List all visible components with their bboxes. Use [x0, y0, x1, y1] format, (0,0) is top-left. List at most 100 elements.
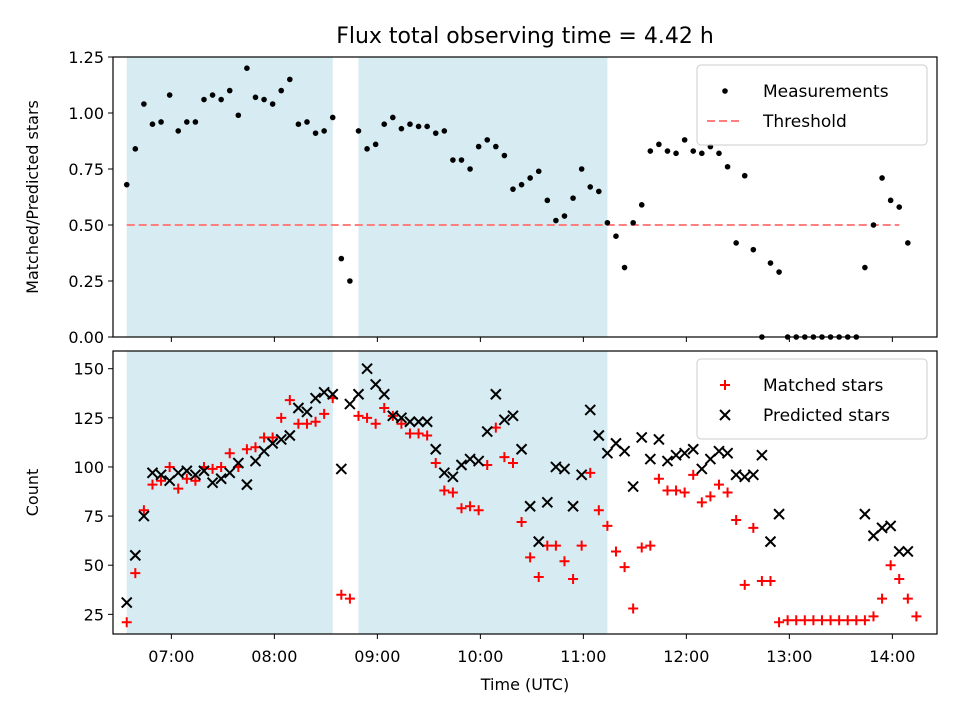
legend-label: Predicted stars [763, 406, 890, 426]
measurement-point [518, 181, 525, 188]
predicted-point [455, 459, 468, 471]
predicted-point [670, 449, 682, 461]
x-tick-label: 14:00 [869, 647, 915, 666]
x-tick-label: 07:00 [148, 647, 194, 666]
matched-point [430, 458, 441, 469]
predicted-point [764, 535, 777, 548]
predicted-point [438, 467, 451, 479]
matched-point [662, 485, 673, 496]
predicted-point [721, 447, 734, 459]
measurement-point [235, 112, 242, 119]
predicted-point [206, 476, 219, 489]
predicted-point [327, 388, 339, 400]
predicted-point [344, 398, 356, 410]
measurement-point [613, 233, 619, 239]
measurement-point [561, 213, 568, 219]
measurement-point [244, 65, 250, 71]
matched-point [671, 485, 682, 496]
predicted-point [387, 410, 399, 422]
matched-point [207, 463, 218, 474]
matched-point [336, 589, 347, 600]
predicted-point [533, 535, 545, 548]
measurement-point [338, 255, 345, 262]
matched-point [816, 615, 827, 626]
measurement-point [209, 92, 216, 98]
matched-point [404, 428, 415, 439]
predicted-point [756, 449, 768, 461]
matched-point [902, 593, 913, 604]
matched-point [473, 505, 484, 516]
y-tick-label: 0.75 [68, 160, 104, 179]
predicted-point [447, 471, 459, 483]
measurement-point [287, 76, 293, 83]
matched-point [739, 579, 750, 590]
measurement-point [158, 119, 164, 125]
measurement-point [896, 204, 903, 210]
predicted-point [232, 457, 245, 469]
measurement-point [372, 141, 379, 148]
x-tick-label: 09:00 [354, 647, 400, 666]
predicted-point [155, 469, 167, 481]
measurement-point [484, 137, 491, 143]
matched-point [147, 479, 158, 490]
measurement-point [166, 92, 173, 98]
y-tick-label: 1.25 [68, 48, 104, 67]
predicted-point [241, 478, 253, 491]
matched-point [653, 473, 664, 484]
series-x [121, 362, 914, 609]
matched-point [516, 516, 527, 527]
axes-frame [112, 350, 938, 635]
measurement-point [132, 146, 139, 152]
measurement-point [656, 141, 662, 148]
predicted-point [550, 461, 562, 473]
measurement-point [690, 148, 697, 154]
matched-point [636, 542, 647, 553]
matched-point [825, 615, 836, 626]
measurement-point [553, 217, 559, 224]
measurement-point [415, 123, 422, 130]
measurement-point [621, 264, 628, 271]
matched-point [679, 487, 690, 498]
measurement-point [269, 101, 276, 107]
matched-point [259, 432, 270, 443]
legend-label: Measurements [763, 82, 889, 102]
predicted-point [678, 447, 691, 459]
predicted-point [541, 496, 554, 509]
matched-point [851, 615, 862, 626]
matched-point [610, 546, 621, 557]
predicted-point [464, 453, 476, 465]
y-tick-label: 100 [73, 458, 104, 477]
predicted-point [292, 402, 305, 414]
predicted-point [378, 388, 390, 400]
matched-point [507, 458, 518, 469]
predicted-point [129, 549, 142, 562]
measurement-point [381, 121, 388, 127]
matched-point [447, 487, 458, 498]
matched-point [782, 615, 793, 626]
measurement-point [716, 150, 722, 157]
measurement-point [724, 163, 731, 170]
matched-point [525, 552, 536, 563]
predicted-point [524, 500, 536, 512]
x-axis-label: Time (UTC) [480, 675, 569, 694]
matched-point [696, 497, 707, 508]
measurement-point [699, 150, 705, 157]
measurement-point [364, 146, 370, 152]
measurement-point [501, 152, 508, 159]
matched-point [568, 573, 579, 584]
shaded-interval-2 [358, 351, 608, 634]
measurement-point [673, 150, 679, 157]
predicted-point [507, 410, 519, 422]
measurement-point [527, 175, 533, 181]
y-axis-label: Matched/Predicted stars [23, 100, 42, 294]
y-tick-label: 1.00 [68, 104, 104, 123]
predicted-point [575, 469, 588, 481]
matched-point [121, 617, 132, 628]
matched-point [842, 615, 853, 626]
predicted-point [352, 388, 365, 400]
measurement-point [175, 128, 182, 134]
predicted-point [490, 388, 502, 400]
y-tick-label: 0.25 [68, 272, 104, 291]
x-tick-label: 11:00 [560, 647, 606, 666]
predicted-point [369, 378, 382, 391]
